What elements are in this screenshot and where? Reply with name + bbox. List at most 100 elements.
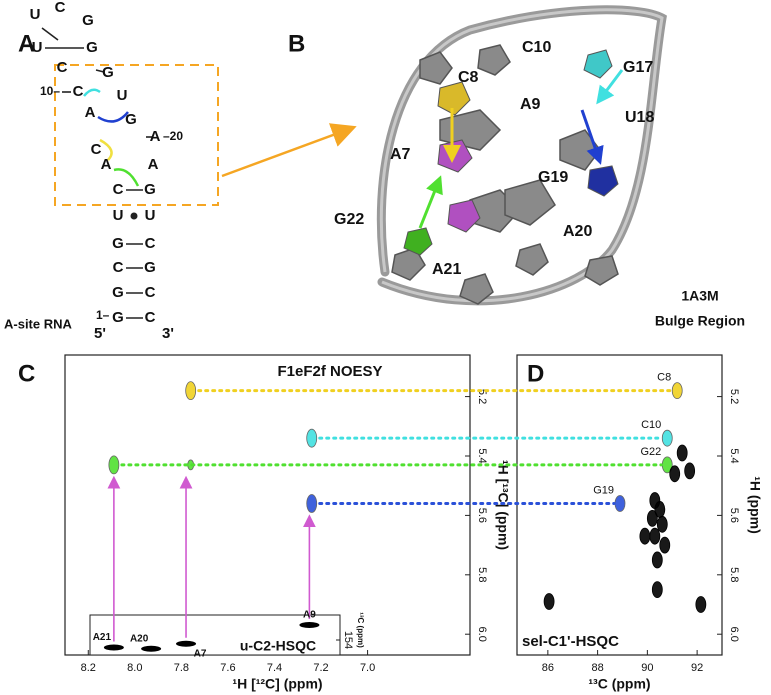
noe-loop [83,88,101,97]
y-tick-label: 5.6 [476,508,488,523]
noe-loop [113,168,140,187]
x-tick-label: 7.0 [360,662,375,674]
caption: A-site RNA [4,316,73,331]
y-tick-label: 5.2 [728,389,740,404]
peak [651,551,663,569]
y-tick-label: 5.2 [476,389,488,404]
peak [176,640,197,647]
residue-label: G17 [623,59,653,76]
bond [41,27,59,41]
residue-label: G22 [334,211,364,228]
nucleotide: C [91,141,102,158]
peak [671,382,683,400]
nucleotide: A [150,128,161,145]
base [587,165,619,197]
peak-label: A7 [194,648,207,659]
panel-a: A U C G U G C G C U A G A C A A C G U U [4,0,357,342]
peak [659,536,671,554]
base [403,227,433,256]
nucleotide: G [82,12,94,29]
nucleotide: U [145,207,156,224]
bond [130,212,138,220]
base [437,81,471,116]
peak-label: A9 [303,610,316,621]
sugar [477,44,511,76]
noe-arrow [580,109,604,165]
noe-loop [97,111,129,123]
sugar [459,273,494,305]
peak-label: A21 [93,632,112,643]
x-tick-label: 7.8 [174,662,189,674]
peak [306,494,318,513]
nucleotide: C [73,83,84,100]
panel-label: D [527,360,544,387]
nucleotide: C [145,309,156,326]
nucleotide: G [144,259,156,276]
noe-arrow [418,175,443,229]
y-tick-label: 5.8 [728,567,740,582]
strand-end: 5' [94,325,106,342]
inset-title: u-C2-HSQC [240,638,316,654]
residue-label: A9 [520,96,541,113]
peak [299,622,320,628]
residue-label: C10 [522,39,551,56]
nucleotide: G [86,39,98,56]
base [447,199,481,233]
nucleotide: A [101,156,112,173]
peak [656,515,668,533]
peak [669,465,681,483]
nucleotide: G [102,64,114,81]
x-axis-title: ¹³C (ppm) [588,676,650,692]
x-tick-label: 7.4 [267,662,282,674]
nucleotide: G [112,235,124,252]
sugar [584,255,619,286]
peak-label: C10 [641,419,661,431]
nucleotide: A [85,104,96,121]
x-tick-label: 92 [691,662,703,674]
y-tick-label: 6.0 [476,627,488,642]
peak-label: G22 [640,446,661,458]
panel-label: A [18,30,35,57]
y-tick-label: 6.0 [728,627,740,642]
nucleotide: C [113,259,124,276]
nucleotide: G [125,111,137,128]
chart-title: F1eF2f NOESY [277,363,382,380]
noe-arrow [596,69,624,105]
peak [103,644,124,651]
y-axis-title: ¹³C (ppm) [356,612,365,648]
peak-label: G19 [593,484,614,496]
base [504,179,556,226]
nucleotide: C [145,235,156,252]
backbone-highlight [379,8,664,303]
region-label: Bulge Region [655,313,745,329]
peak [306,428,318,448]
base [583,49,613,79]
x-tick-label: 8.0 [127,662,142,674]
residue-number: 10– [40,84,60,98]
peak [684,462,696,480]
plot-frame [64,354,471,656]
nucleotide: G [112,284,124,301]
y-tick-label: 5.6 [728,508,740,523]
y-axis-title: ¹H (ppm) [747,476,763,534]
peak [676,444,688,462]
noe-loop [99,138,113,161]
nucleotide: C [145,284,156,301]
nucleotide: C [57,59,68,76]
peak [661,429,673,447]
bond [95,69,105,73]
residue-label: A7 [390,146,411,163]
y-tick-label: 154 [342,631,354,649]
residue-label: A20 [563,223,592,240]
x-tick-label: 88 [591,662,603,674]
inset-frame [89,614,341,656]
residue-label: C8 [458,69,479,86]
x-tick-label: 86 [542,662,554,674]
peak [646,509,658,527]
nucleotide: C [55,0,66,16]
peak [141,645,162,652]
y-tick-label: 5.4 [476,448,488,463]
nucleotide: C [113,181,124,198]
sugar [515,243,549,276]
